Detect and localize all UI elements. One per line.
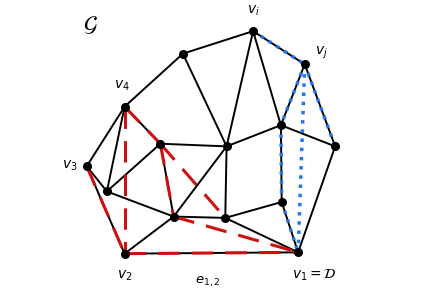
Text: $v_3$: $v_3$: [62, 159, 77, 174]
Text: $v_4$: $v_4$: [114, 79, 130, 93]
Text: $v_i$: $v_i$: [247, 3, 260, 18]
Text: $v_j$: $v_j$: [315, 45, 328, 61]
Text: $\mathcal{G}$: $\mathcal{G}$: [83, 14, 98, 36]
Text: $v_2$: $v_2$: [117, 269, 132, 283]
Text: $v_1 = \mathcal{D}$: $v_1 = \mathcal{D}$: [292, 267, 337, 282]
Text: $e_{1,2}$: $e_{1,2}$: [195, 274, 221, 289]
